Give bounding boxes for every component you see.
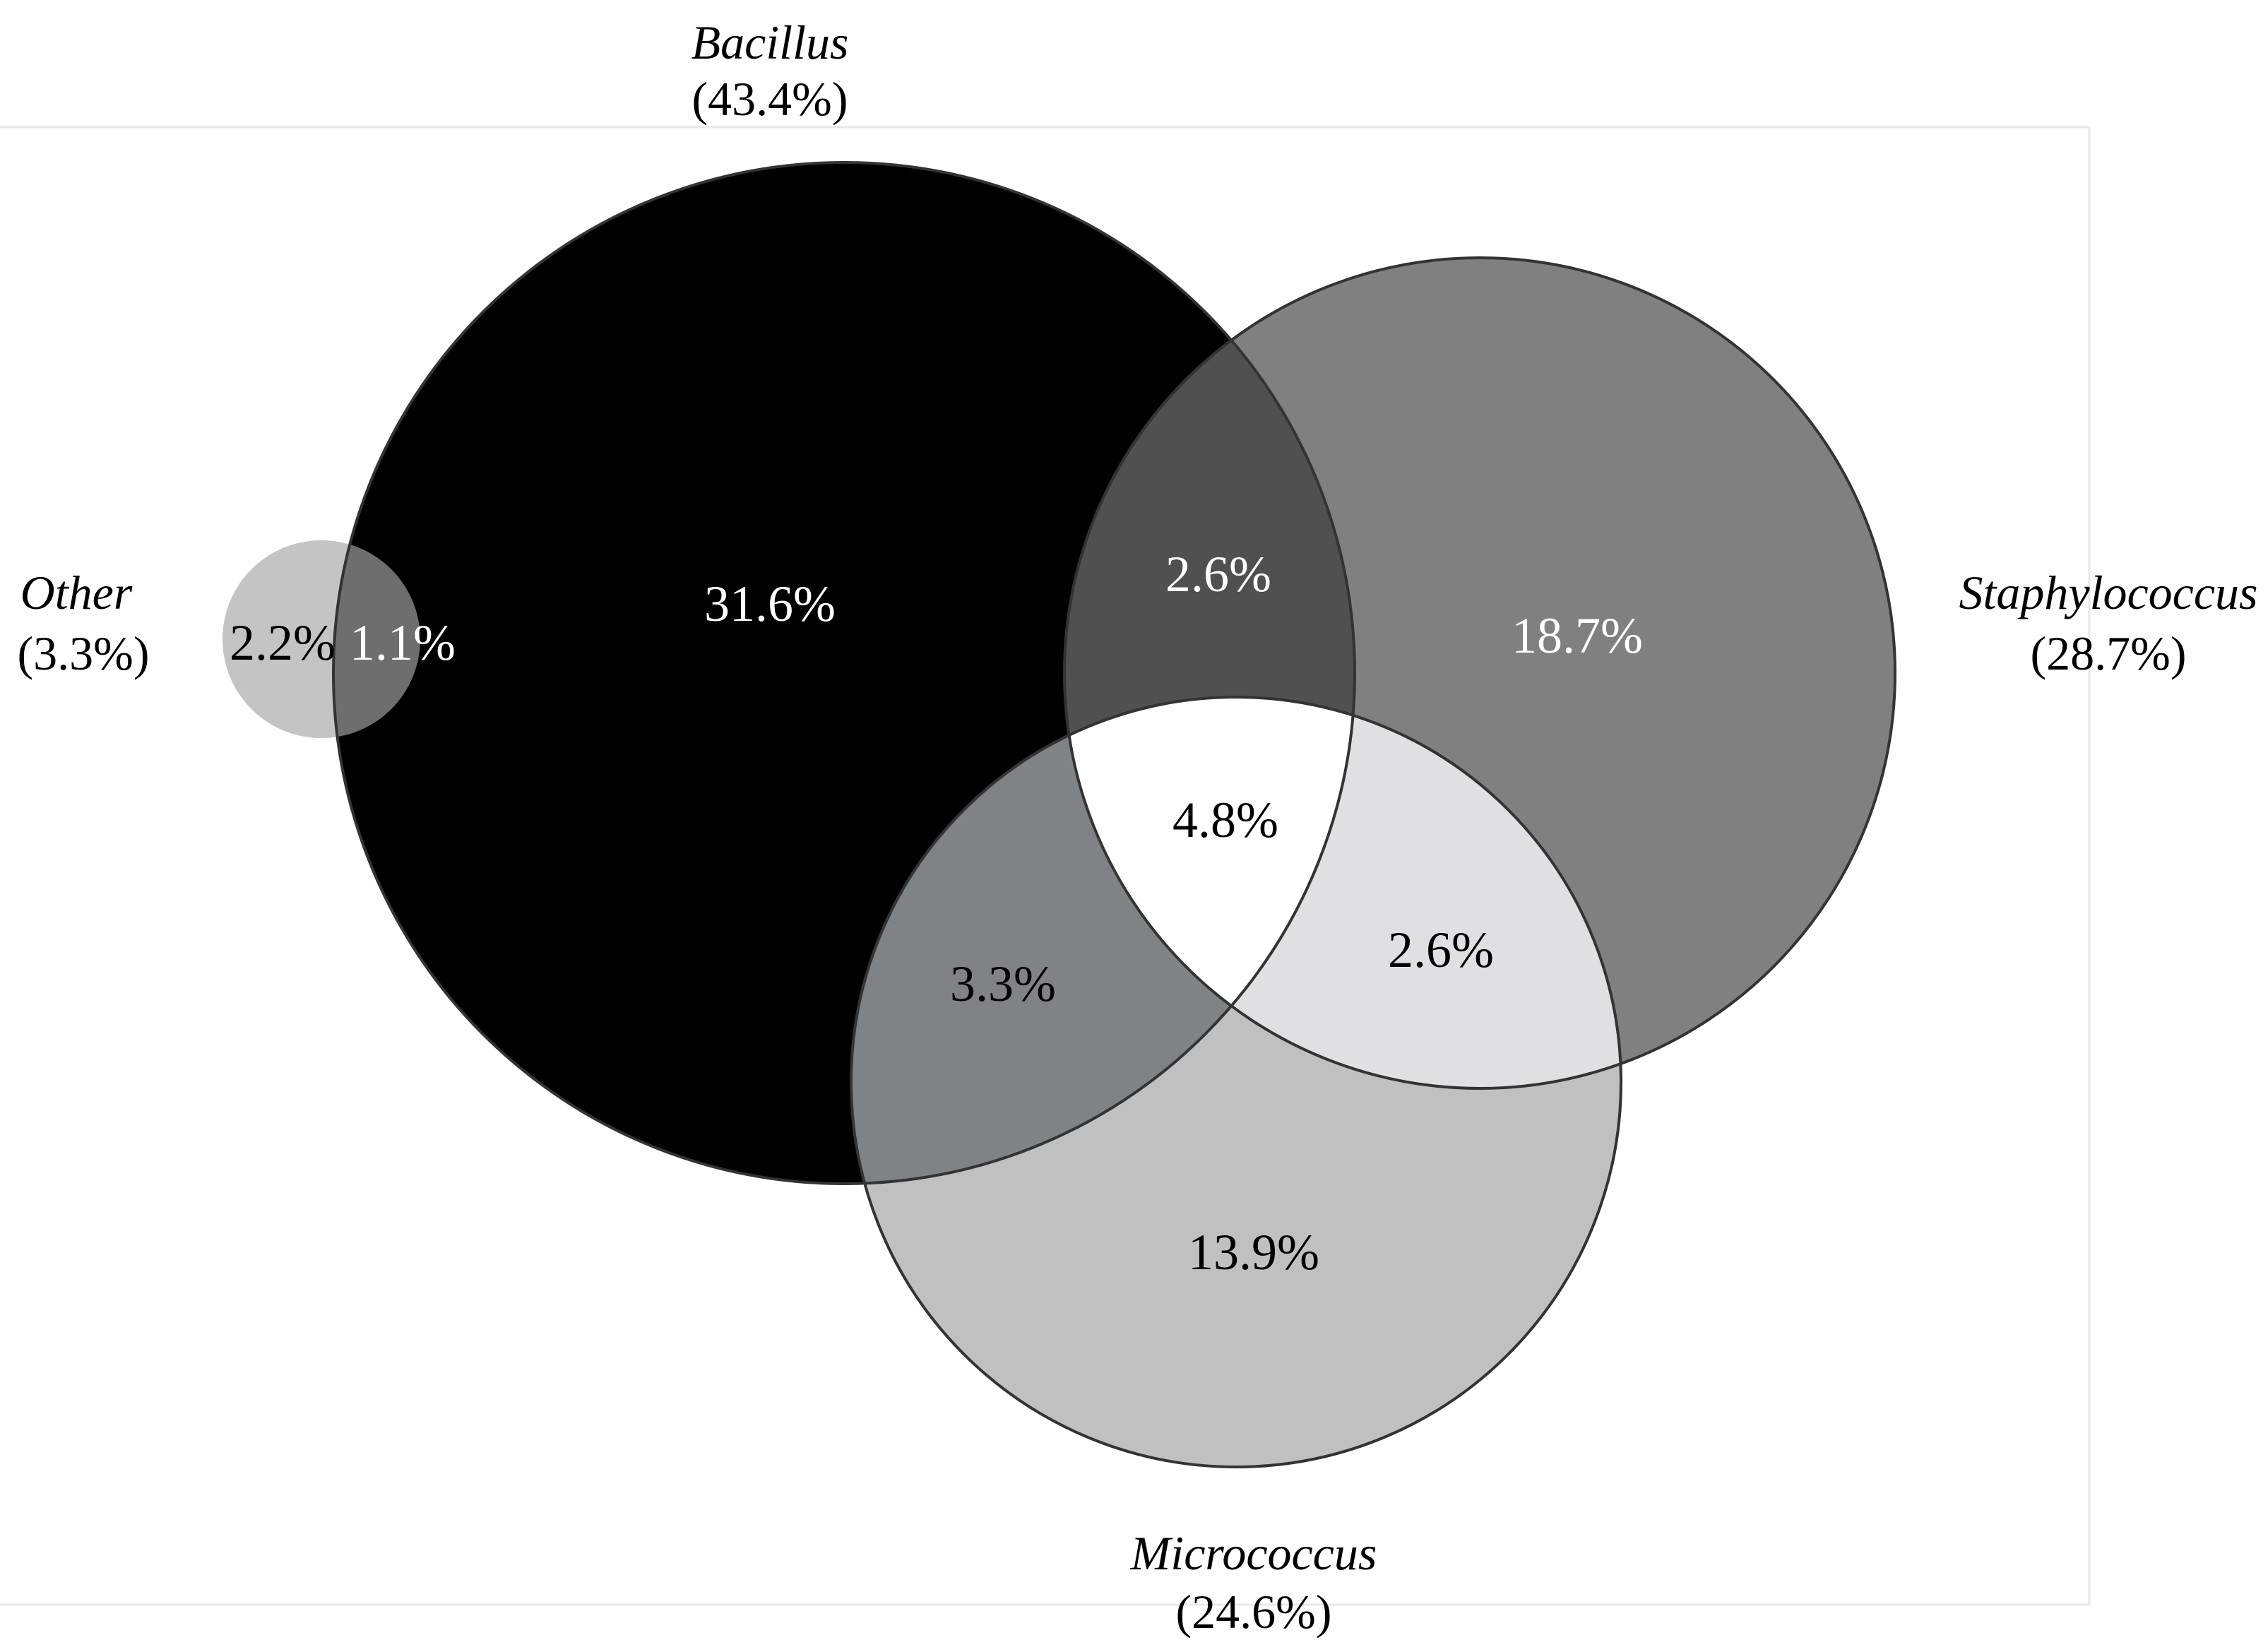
region-label-bacillus-staphylococcus: 2.6% (1165, 546, 1271, 602)
region-label-micrococcus-only: 13.9% (1188, 1224, 1319, 1280)
micrococcus-total: (24.6%) (1176, 1585, 1332, 1639)
staphylococcus-outline (1063, 256, 1896, 1090)
bacillus-outline (332, 161, 1356, 1185)
region-label-bacillus-micrococcus: 3.3% (950, 956, 1056, 1012)
micrococcus-outline (850, 696, 1622, 1468)
region-label-all-three: 4.8% (1172, 792, 1278, 848)
region-label-staphylococcus-micrococcus: 2.6% (1388, 922, 1494, 978)
micrococcus-label: Micrococcus (1130, 1526, 1377, 1580)
region-label-bacillus-only: 31.6% (704, 576, 836, 632)
staphylococcus-total: (28.7%) (2031, 626, 2187, 680)
bacillus-label: Bacillus (691, 16, 849, 69)
other-label: Other (20, 566, 133, 619)
region-label-other-bacillus: 1.1% (350, 614, 456, 671)
region-label-staphylococcus-only: 18.7% (1512, 607, 1643, 664)
bacillus-total: (43.4%) (692, 72, 848, 126)
other-total: (3.3%) (18, 626, 150, 680)
staphylococcus-label: Staphylococcus (1959, 566, 2258, 619)
region-label-other-only: 2.2% (230, 614, 336, 671)
other-bacillus-overlap (333, 540, 420, 738)
